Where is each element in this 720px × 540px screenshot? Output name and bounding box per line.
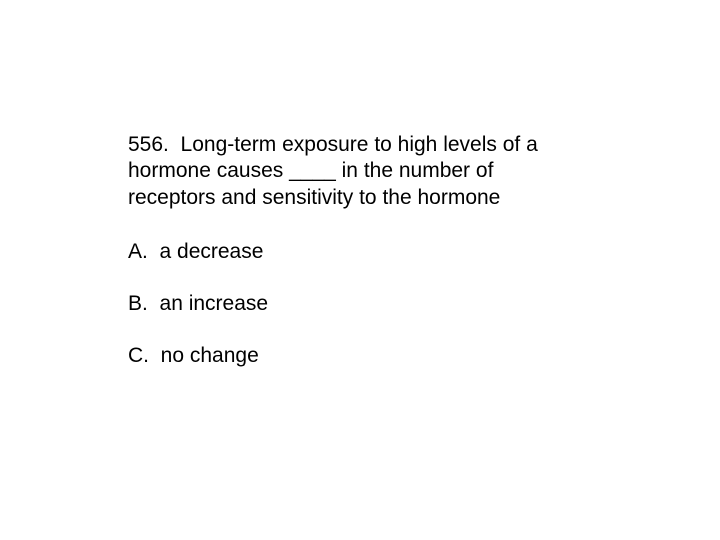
option-c: C. no change bbox=[128, 343, 578, 369]
option-label: A. bbox=[128, 240, 148, 263]
question-stem: Long-term exposure to high levels of a h… bbox=[128, 133, 538, 209]
question-block: 556. Long-term exposure to high levels o… bbox=[128, 132, 578, 396]
question-number: 556. bbox=[128, 133, 169, 156]
option-label: B. bbox=[128, 292, 148, 315]
question-text: 556. Long-term exposure to high levels o… bbox=[128, 132, 578, 211]
option-a: A. a decrease bbox=[128, 239, 578, 265]
option-text: no change bbox=[161, 344, 259, 367]
option-text: a decrease bbox=[160, 240, 264, 263]
option-b: B. an increase bbox=[128, 291, 578, 317]
option-text: an increase bbox=[160, 292, 269, 315]
option-label: C. bbox=[128, 344, 149, 367]
